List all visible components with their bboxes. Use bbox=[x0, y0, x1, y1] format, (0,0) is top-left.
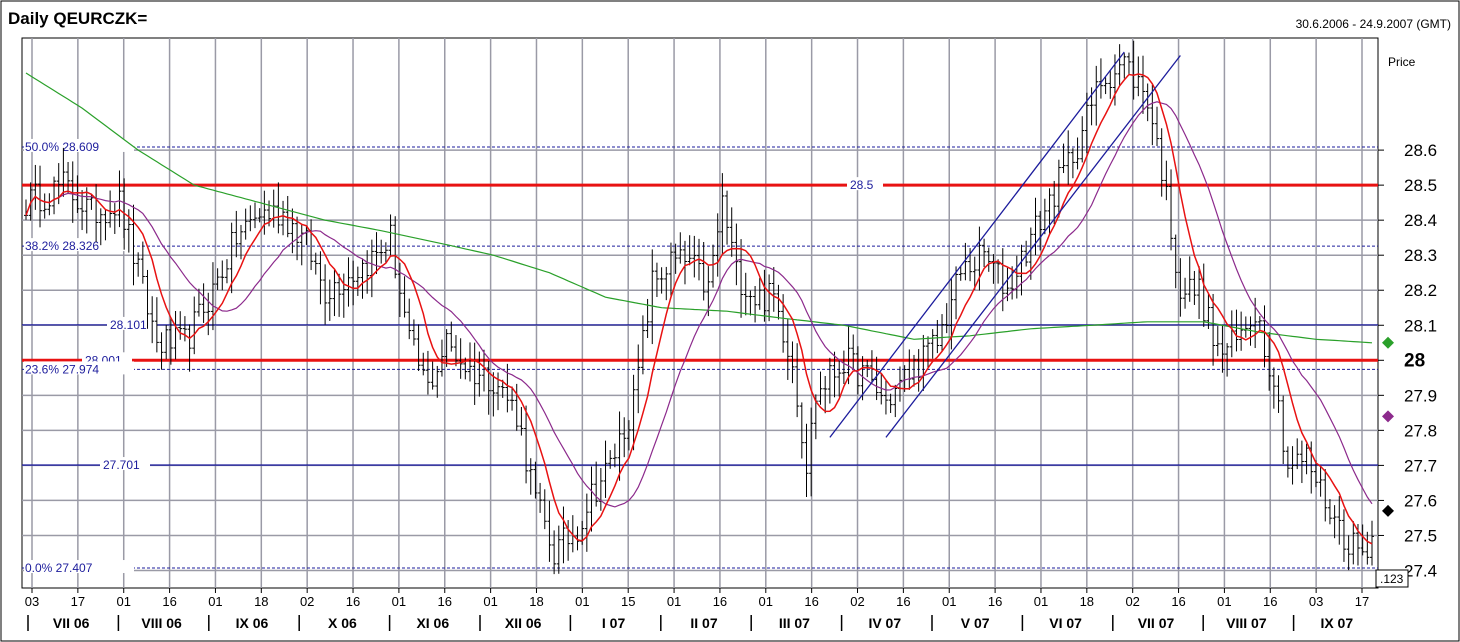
x-day-label: 03 bbox=[1309, 594, 1323, 609]
moving-averages bbox=[25, 72, 1373, 545]
y-tick-label: 28.1 bbox=[1404, 316, 1437, 335]
chart-title: Daily QEURCZK= bbox=[8, 9, 147, 28]
date-range: 30.6.2006 - 24.9.2007 (GMT) bbox=[1296, 17, 1451, 31]
x-day-label: 16 bbox=[162, 594, 176, 609]
end-marker bbox=[1382, 336, 1394, 349]
fib-label: 0.0% 27.407 bbox=[25, 561, 93, 575]
x-day-label: 16 bbox=[896, 594, 910, 609]
x-month-label: XI 06 bbox=[416, 615, 449, 631]
x-day-label: 16 bbox=[438, 594, 452, 609]
end-marker bbox=[1382, 504, 1394, 517]
x-month-label: X 06 bbox=[328, 615, 357, 631]
x-month-label: VI 07 bbox=[1049, 615, 1082, 631]
x-day-label: 02 bbox=[850, 594, 864, 609]
plot-area bbox=[21, 37, 1379, 589]
y-tick-label: 28.5 bbox=[1404, 176, 1437, 195]
x-month-label: I 07 bbox=[602, 615, 626, 631]
x-month-label: IV 07 bbox=[868, 615, 901, 631]
end-marker bbox=[1382, 410, 1394, 423]
x-day-label: 01 bbox=[575, 594, 589, 609]
fib-label: 23.6% 27.974 bbox=[25, 362, 99, 376]
y-axis-label: Price bbox=[1388, 55, 1416, 69]
x-day-label: 17 bbox=[71, 594, 85, 609]
fib-label: 50.0% 28.609 bbox=[25, 140, 99, 154]
ma-fast-line bbox=[25, 73, 1373, 545]
x-month-label: XII 06 bbox=[505, 615, 542, 631]
x-day-label: 16 bbox=[1263, 594, 1277, 609]
x-month-label: VIII 06 bbox=[141, 615, 182, 631]
x-day-label: 15 bbox=[621, 594, 635, 609]
end-markers bbox=[1382, 336, 1394, 517]
x-month-label: V 07 bbox=[961, 615, 990, 631]
y-axis: 27.4 27.5 27.6 27.7 27.8 27.9 28 28.1 28.2 28.3 28… bbox=[1378, 141, 1437, 580]
fib-label-bg bbox=[24, 361, 134, 375]
x-month-label: IX 07 bbox=[1320, 615, 1353, 631]
fib-label-bg bbox=[24, 138, 134, 152]
ma-slow-line bbox=[25, 72, 1373, 344]
x-day-label: 01 bbox=[759, 594, 773, 609]
x-month-label: VIII 07 bbox=[1226, 615, 1267, 631]
y-tick-label: 27.9 bbox=[1404, 386, 1437, 405]
x-day-label: 01 bbox=[1034, 594, 1048, 609]
fib-label-bg bbox=[24, 238, 134, 252]
x-day-label: 01 bbox=[942, 594, 956, 609]
x-month-label: II 07 bbox=[690, 615, 717, 631]
x-day-label: 01 bbox=[483, 594, 497, 609]
x-day-label: 18 bbox=[529, 594, 543, 609]
x-month-label: III 07 bbox=[779, 615, 810, 631]
level-label: 28.5 bbox=[850, 178, 874, 192]
fibonacci-levels: 50.0% 28.609 38.2% 28.326 23.6% 27.974 0.0%… bbox=[22, 138, 1378, 575]
y-tick-label: 27.6 bbox=[1404, 491, 1437, 510]
fib-label-bg bbox=[24, 560, 134, 574]
x-day-label: 16 bbox=[804, 594, 818, 609]
y-tick-label: 28.2 bbox=[1404, 281, 1437, 300]
x-day-label: 16 bbox=[346, 594, 360, 609]
x-day-label: 02 bbox=[300, 594, 314, 609]
x-month-label: VII 07 bbox=[1138, 615, 1175, 631]
x-day-label: 01 bbox=[392, 594, 406, 609]
x-axis: 03 17 01 16 01 18 02 16 01 16 01 18 01 15 01 16 01 16 02 16… bbox=[25, 588, 1369, 631]
x-month-label: IX 06 bbox=[236, 615, 269, 631]
x-day-label: 16 bbox=[1171, 594, 1185, 609]
x-day-label: 01 bbox=[1217, 594, 1231, 609]
channel-line bbox=[829, 51, 1125, 438]
x-day-label: 01 bbox=[116, 594, 130, 609]
y-tick-label: 27.7 bbox=[1404, 456, 1437, 475]
level-label: 27.701 bbox=[103, 458, 140, 472]
x-day-label: 01 bbox=[667, 594, 681, 609]
level-label: 28.101 bbox=[110, 318, 147, 332]
level-label-bg bbox=[847, 177, 883, 191]
level-label-bg bbox=[100, 457, 150, 471]
corner-box bbox=[1375, 569, 1409, 588]
y-tick-label: 28.3 bbox=[1404, 246, 1437, 265]
corner-label: .123 bbox=[1380, 572, 1404, 586]
x-day-label: 01 bbox=[208, 594, 222, 609]
trend-channel bbox=[829, 51, 1181, 438]
x-day-label: 03 bbox=[25, 594, 39, 609]
y-tick-label: 28.6 bbox=[1404, 141, 1437, 160]
x-day-label: 16 bbox=[713, 594, 727, 609]
fib-label: 38.2% 28.326 bbox=[25, 239, 99, 253]
ma-mid-line bbox=[25, 101, 1373, 508]
channel-line bbox=[885, 55, 1181, 438]
x-day-label: 18 bbox=[254, 594, 268, 609]
y-tick-label: 27.4 bbox=[1404, 561, 1437, 580]
x-day-label: 16 bbox=[988, 594, 1002, 609]
x-day-label: 17 bbox=[1355, 594, 1369, 609]
y-tick-label: 27.8 bbox=[1404, 421, 1437, 440]
y-tick-label: 28.4 bbox=[1404, 211, 1437, 230]
x-month-label: VII 06 bbox=[53, 615, 90, 631]
y-tick-label: 28 bbox=[1404, 350, 1425, 371]
x-day-label: 18 bbox=[1080, 594, 1094, 609]
level-label-bg bbox=[107, 316, 157, 330]
y-tick-label: 27.5 bbox=[1404, 526, 1437, 545]
x-day-label: 02 bbox=[1125, 594, 1139, 609]
